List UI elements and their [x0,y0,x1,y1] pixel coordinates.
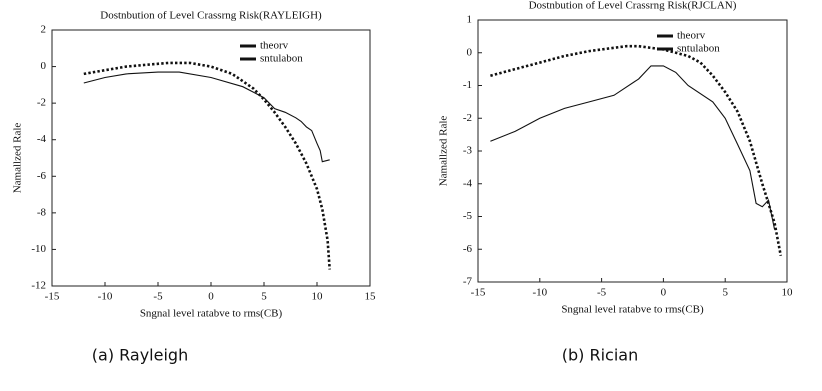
x-tick-label: -10 [98,291,113,303]
y-tick-label: -5 [463,210,473,222]
series-line [83,61,331,270]
y-tick-label: -12 [31,280,46,292]
plot-frame [51,29,371,287]
x-tick-label: -15 [471,287,486,299]
y-tick-label: 0 [41,60,47,72]
y-tick-label: -6 [37,170,47,182]
x-tick-label: 0 [661,287,667,299]
y-tick-label: -1 [463,79,472,91]
x-tick-label: -5 [597,287,607,299]
x-axis-label: Sngnal level ratabve to rms(CB) [561,304,704,316]
y-axis-label: Namallzed Rale [12,123,24,194]
legend-label: theorv [260,40,289,52]
x-tick-label: -15 [45,291,60,303]
legend-label: theorv [677,30,706,42]
y-tick-label: -4 [463,177,473,189]
y-tick-label: -6 [463,243,473,255]
caption: (b) Rician [562,346,638,365]
y-tick-label: -7 [463,276,473,288]
y-tick-label: -8 [37,206,47,218]
x-tick-label: 15 [365,291,377,303]
y-tick-label: -10 [31,243,46,255]
x-tick-label: 10 [782,287,794,299]
y-tick-label: 2 [41,24,47,36]
y-tick-label: -3 [463,145,473,157]
y-axis-label: Namallzed Rale [438,116,450,187]
x-tick-label: 10 [312,291,324,303]
y-tick-label: 1 [467,14,473,26]
y-tick-label: -2 [37,97,46,109]
legend-label: sntulabon [677,43,720,55]
chart-title: Dostnbution of Level Crassrng Risk(RJCLA… [529,0,737,12]
y-tick-label: -2 [463,112,472,124]
chart-title: Dostnbution of Level Crassrng Risk(RAYLE… [100,10,322,22]
caption: (a) Rayleigh [92,346,188,365]
y-tick-label: 0 [467,46,473,58]
series-line [490,65,776,230]
x-tick-label: -5 [153,291,163,303]
series-line [83,71,330,163]
legend-label: sntulabon [260,53,303,65]
x-tick-label: -10 [532,287,547,299]
x-tick-label: 5 [722,287,728,299]
y-tick-label: -4 [37,133,47,145]
series-line [490,44,783,257]
x-axis-label: Sngnal level ratabve to rms(CB) [140,308,283,320]
x-tick-label: 5 [261,291,267,303]
x-tick-label: 0 [208,291,214,303]
